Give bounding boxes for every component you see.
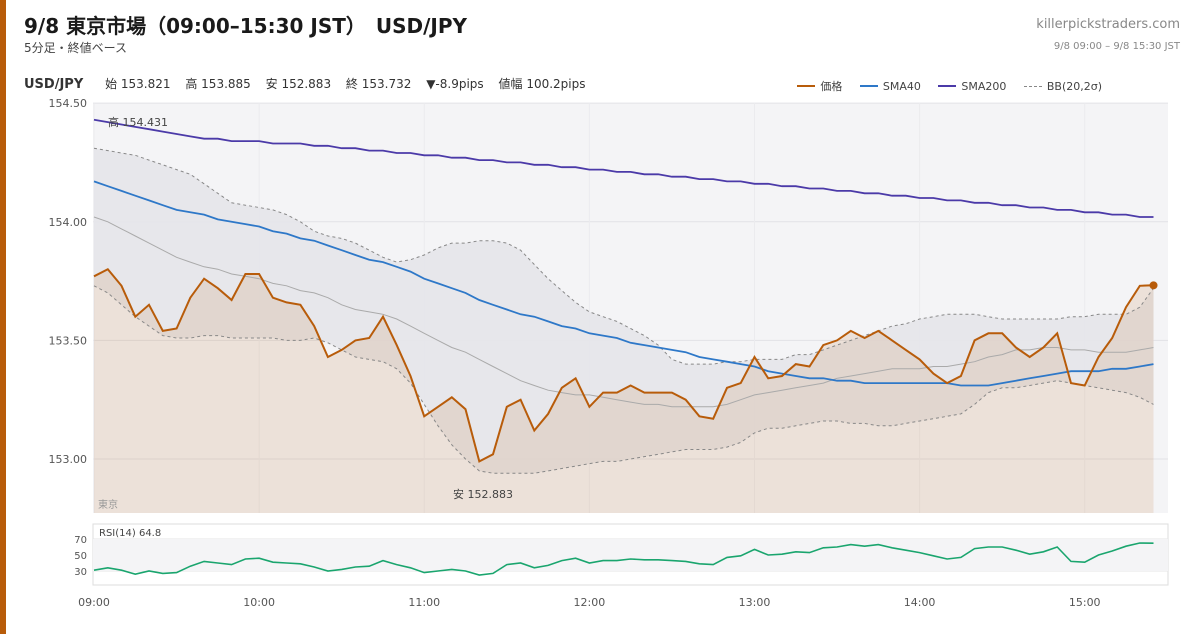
rsi-title: RSI(14) 64.8 <box>99 528 161 539</box>
y-tick-label: 154.50 <box>49 97 88 110</box>
low-annotation: 安 152.883 <box>453 487 513 501</box>
change-value: ▼-8.9pips <box>426 77 484 91</box>
x-tick-label: 10:00 <box>243 596 275 609</box>
legend-price-label: 価格 <box>820 80 843 93</box>
sma200-line <box>93 118 1154 218</box>
rsi-band <box>93 539 1168 571</box>
legend-sma200: SMA200 <box>938 80 1006 93</box>
open-value: 始 153.821 <box>105 77 171 91</box>
high-value: 高 153.885 <box>185 77 251 91</box>
price-area-fill <box>94 269 1154 513</box>
legend-sma200-label: SMA200 <box>961 79 1007 93</box>
legend-sma40-label: SMA40 <box>882 79 921 93</box>
high-annotation: 高 154.431 <box>108 115 168 129</box>
low-value: 安 152.883 <box>265 77 332 91</box>
time-range: 9/8 09:00 – 9/8 15:30 JST <box>1053 41 1180 52</box>
price-line <box>93 267 1154 463</box>
symbol-label: USD/JPY <box>24 77 84 92</box>
page-subtitle: 5分足・終値ベース <box>24 41 128 55</box>
legend-sma200-swatch <box>938 85 957 87</box>
y-tick-label: 153.50 <box>49 334 88 347</box>
accent-bar <box>0 0 6 634</box>
chart-legend: 価格 SMA40 SMA200 BB(20,2σ) <box>783 77 1102 94</box>
site-name: killerpickstraders.com <box>1036 17 1180 32</box>
x-tick-label: 09:00 <box>78 596 110 609</box>
y-tick-label: 153.00 <box>49 453 88 466</box>
legend-price-swatch <box>797 85 816 87</box>
bb-middle-line <box>93 216 1154 408</box>
x-tick-label: 13:00 <box>739 596 771 609</box>
rsi-line <box>93 542 1154 576</box>
y-tick-label: 154.00 <box>49 216 88 229</box>
rsi-tick-label: 30 <box>74 567 87 578</box>
rsi-tick-label: 50 <box>74 551 87 562</box>
bb-band-fill <box>94 148 1154 474</box>
x-tick-label: 15:00 <box>1069 596 1101 609</box>
legend-sma40-swatch <box>859 85 878 87</box>
x-tick-label: 12:00 <box>574 596 606 609</box>
rsi-tick-label: 70 <box>74 535 87 546</box>
close-value: 終 153.732 <box>345 77 412 91</box>
legend-bb-label: BB(20,2σ) <box>1046 80 1102 93</box>
legend-bb-swatch <box>1023 86 1042 87</box>
legend-sma40: SMA40 <box>859 79 921 93</box>
stats-bar: USD/JPY 始 153.821 高 153.885 安 152.883 終 … <box>24 75 597 92</box>
legend-bb: BB(20,2σ) <box>1023 80 1102 93</box>
x-tick-label: 11:00 <box>408 596 440 609</box>
x-tick-label: 14:00 <box>904 596 936 609</box>
legend-price: 価格 <box>797 78 842 94</box>
bb-lower-line <box>93 285 1154 474</box>
sma40-line <box>93 180 1154 387</box>
page-title: 9/8 東京市場（09:00–15:30 JST） USD/JPY <box>24 14 468 38</box>
range-value: 値幅 100.2pips <box>498 77 586 91</box>
last-price-marker <box>1149 281 1158 290</box>
session-label: 東京 <box>98 498 118 511</box>
